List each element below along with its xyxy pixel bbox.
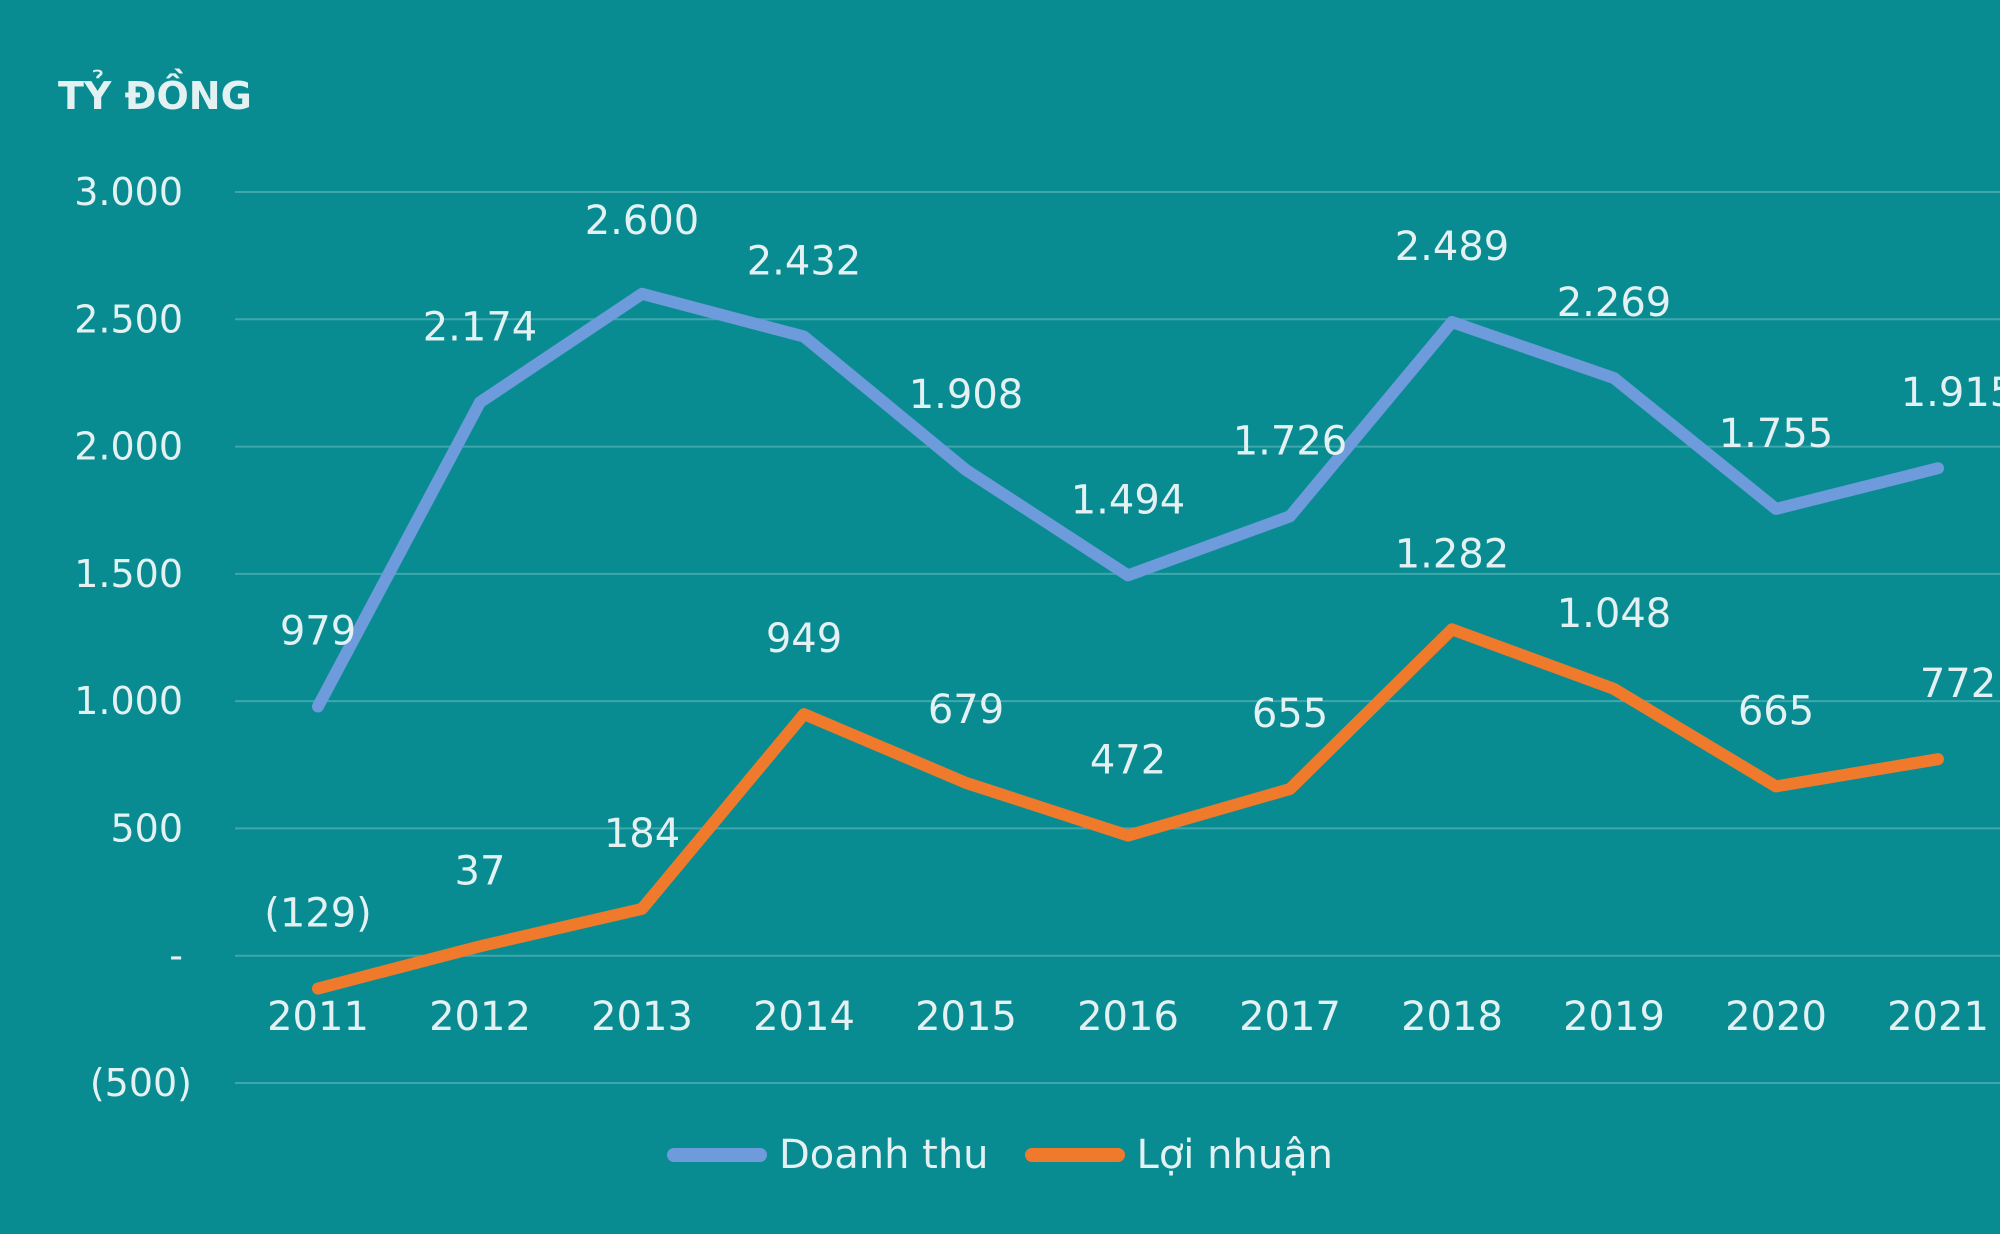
data-label: 772 (1920, 661, 1996, 707)
data-point (1126, 573, 1130, 578)
data-label: 665 (1738, 688, 1814, 734)
y-axis-ticks: 3.000 2.500 2.000 1.500 1.000 500 - (500) (74, 170, 192, 1105)
x-tick-label: 2015 (915, 994, 1017, 1040)
legend-label-doanh-thu: Doanh thu (778, 1132, 989, 1178)
data-point (478, 944, 482, 949)
data-label: 184 (604, 811, 680, 857)
legend-item-loi-nhuan[interactable]: Lợi nhuận (1024, 1132, 1334, 1178)
data-label: 1.282 (1395, 531, 1510, 577)
data-label: 1.726 (1233, 418, 1348, 464)
data-point (316, 986, 320, 991)
data-labels: 979 2.174 2.600 2.432 1.908 1.494 1.726 2.489 2.… (264, 198, 2000, 937)
data-point (1774, 784, 1778, 789)
data-point (1288, 786, 1292, 791)
data-label: 949 (766, 616, 842, 662)
data-label: 1.048 (1557, 591, 1672, 637)
legend-swatch-loi-nhuan (1024, 1148, 1125, 1162)
y-tick-label: 500 (110, 806, 183, 850)
x-tick-label: 2021 (1887, 994, 1989, 1040)
data-label: 2.600 (585, 198, 700, 244)
data-label: 2.174 (423, 304, 538, 350)
y-tick-label: (500) (90, 1061, 192, 1105)
data-label: 1.915 (1901, 370, 2000, 416)
y-tick-label: 2.000 (74, 425, 183, 469)
data-point (1450, 627, 1454, 632)
y-tick-label: 2.500 (74, 297, 183, 341)
y-axis-unit-label: TỶ ĐỒNG (58, 74, 252, 118)
series-line-loi-nhuan (312, 623, 1944, 995)
y-tick-label: 1.000 (74, 679, 183, 723)
y-tick-label: - (169, 934, 183, 978)
data-point (1288, 514, 1292, 519)
x-tick-label: 2020 (1725, 994, 1827, 1040)
data-point (964, 780, 968, 785)
x-tick-label: 2011 (267, 994, 369, 1040)
data-point (1774, 506, 1778, 511)
data-point (1126, 833, 1130, 838)
data-label: 2.432 (747, 239, 862, 285)
x-tick-label: 2012 (429, 994, 531, 1040)
data-point (1936, 466, 1940, 471)
data-point (1612, 376, 1616, 381)
data-label: 2.269 (1557, 280, 1672, 326)
data-point (1450, 320, 1454, 325)
data-label: 1.494 (1071, 477, 1186, 523)
x-tick-label: 2018 (1401, 994, 1503, 1040)
legend-item-doanh-thu[interactable]: Doanh thu (666, 1132, 989, 1178)
series-lines (312, 287, 1944, 995)
data-label: 1.908 (909, 372, 1024, 418)
data-label: 979 (280, 608, 356, 654)
x-tick-label: 2013 (591, 994, 693, 1040)
data-label: 2.489 (1395, 224, 1510, 270)
data-point (316, 704, 320, 709)
y-tick-label: 1.500 (74, 552, 183, 596)
data-point (964, 467, 968, 472)
x-tick-label: 2017 (1239, 994, 1341, 1040)
data-label: 655 (1252, 691, 1328, 737)
data-label: 1.755 (1719, 411, 1834, 457)
data-label: 679 (928, 687, 1004, 733)
legend-label-loi-nhuan: Lợi nhuận (1136, 1132, 1334, 1178)
x-axis-ticks: 2011 2012 2013 2014 2015 2016 2017 2018 2019 2020… (267, 994, 1989, 1040)
data-point (1936, 757, 1940, 762)
data-label: (129) (264, 891, 372, 937)
legend-swatch-doanh-thu (666, 1148, 767, 1162)
data-label: 472 (1090, 738, 1166, 784)
legend: Doanh thu Lợi nhuận (0, 1132, 2000, 1178)
data-point (1612, 686, 1616, 691)
x-tick-label: 2019 (1563, 994, 1665, 1040)
data-point (478, 400, 482, 405)
y-tick-label: 3.000 (74, 170, 183, 214)
x-tick-label: 2016 (1077, 994, 1179, 1040)
data-point (640, 291, 644, 296)
data-label: 37 (455, 848, 506, 894)
data-point (640, 906, 644, 911)
x-tick-label: 2014 (753, 994, 855, 1040)
data-point (802, 712, 806, 717)
data-point (802, 334, 806, 339)
